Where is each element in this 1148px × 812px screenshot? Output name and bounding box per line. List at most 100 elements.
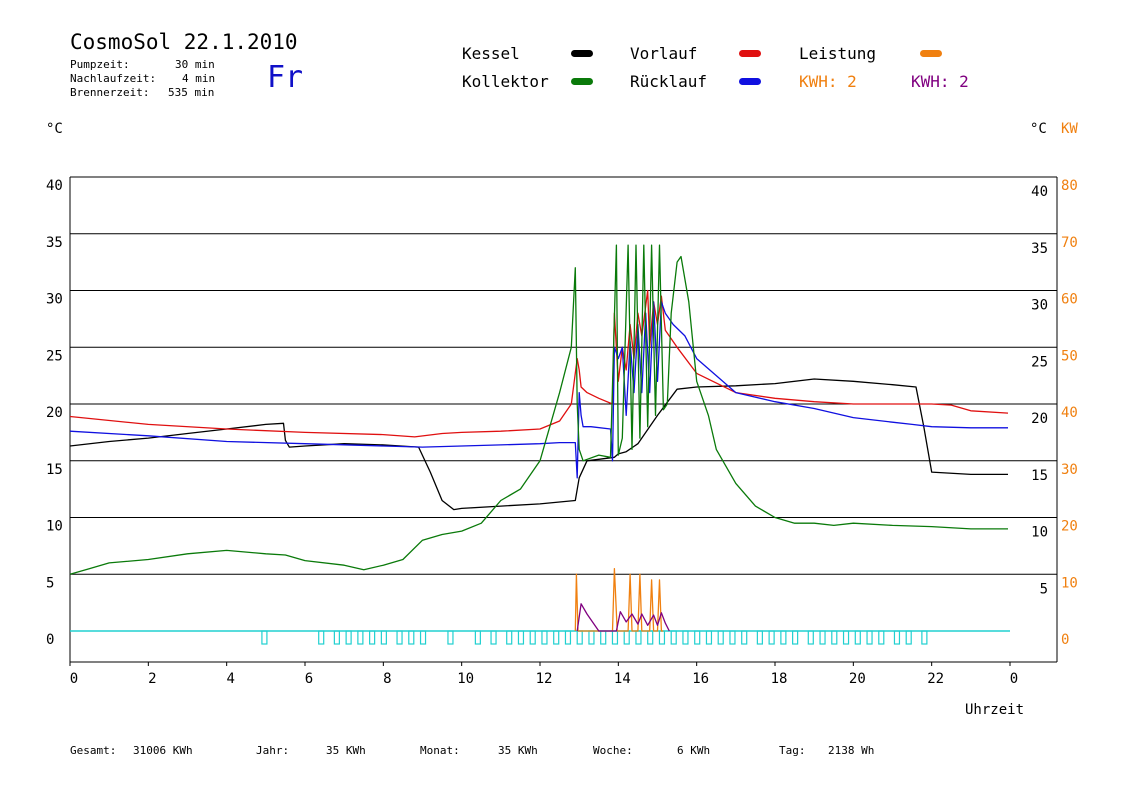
y-tick-label-right: 25 [1031, 354, 1048, 370]
nachlauf-time-value: 4 min [182, 72, 216, 85]
footer-gesamt-label: Gesamt: [70, 744, 117, 757]
series-line-kollektor [69, 244, 1008, 575]
y-tick-label-left: 5 [46, 575, 54, 591]
pump-mark [658, 630, 666, 645]
y-tick-label-left: 15 [46, 462, 63, 478]
legend-kessel-label: Kessel [462, 44, 520, 63]
pump-mark [611, 630, 619, 645]
chart-grid [70, 176, 1057, 575]
left-axis-unit: °C [46, 121, 63, 137]
x-tick-label: 10 [457, 671, 474, 687]
pump-mark [369, 630, 376, 645]
y2-tick-label: 10 [1061, 575, 1078, 591]
legend-kwh-orange: KWH: 2 [799, 72, 857, 91]
legend-kollektor-label: Kollektor [462, 72, 549, 91]
y-tick-label-right: 10 [1031, 525, 1048, 541]
x-tick-label: 0 [1010, 671, 1018, 687]
x-tick-label: 12 [536, 671, 553, 687]
y-tick-label-left: 20 [46, 405, 63, 421]
y-tick-label-right: 20 [1031, 411, 1048, 427]
y-tick-label-left: 25 [46, 348, 63, 364]
series-line-vorlauf [69, 289, 1009, 438]
y-tick-label-left: 0 [46, 632, 54, 648]
legend-ruecklauf-swatch [739, 78, 761, 85]
legend-leistung-swatch [920, 50, 942, 57]
pump-mark [819, 630, 826, 645]
y2-tick-label: 50 [1061, 348, 1078, 364]
legend-kwh-purple: KWH: 2 [911, 72, 969, 91]
pump-marks [70, 630, 1010, 645]
x-tick-label: 22 [927, 671, 944, 687]
right-axis-unit: °C [1030, 121, 1047, 137]
right-axis-unit-kw: KW [1061, 121, 1078, 137]
y2-tick-label: 30 [1061, 462, 1078, 478]
footer-woche-label: Woche: [593, 744, 633, 757]
pump-mark [854, 630, 861, 645]
pump-mark [517, 630, 525, 645]
pump-mark [506, 630, 513, 645]
footer-woche-value: 6 KWh [677, 744, 711, 757]
footer-monat-value: 35 KWh [498, 744, 538, 757]
pump-mark [893, 630, 901, 645]
legend-vorlauf-swatch [739, 50, 761, 57]
chart-axes [69, 177, 1058, 666]
pump-mark [878, 630, 885, 645]
pump-mark [807, 630, 814, 645]
y2-tick-label: 0 [1061, 632, 1069, 648]
pump-mark [357, 630, 364, 645]
x-tick-label: 14 [614, 671, 631, 687]
pump-mark [647, 630, 654, 645]
pump-mark [756, 630, 763, 645]
footer-jahr-value: 35 KWh [326, 744, 366, 757]
pump-mark [682, 630, 689, 645]
series-line-leistung [574, 567, 664, 632]
x-tick-label: 6 [305, 671, 313, 687]
pump-mark [921, 630, 928, 645]
brenner-time-label: Brennerzeit: [70, 86, 150, 99]
footer-monat-label: Monat: [420, 744, 460, 757]
series-line-kwh [576, 603, 670, 632]
y2-tick-label: 40 [1061, 405, 1078, 421]
legend-vorlauf-label: Vorlauf [630, 44, 698, 63]
pump-mark [529, 630, 536, 645]
pump-mark [623, 630, 630, 645]
y-tick-label-left: 30 [46, 292, 63, 308]
legend-leistung-label: Leistung [799, 44, 877, 63]
y-tick-label-right: 5 [1040, 581, 1048, 597]
pump-mark [380, 630, 387, 645]
footer-tag-value: 2138 Wh [828, 744, 875, 757]
pump-mark [768, 630, 775, 645]
chart-series [69, 244, 1009, 632]
pump-mark [474, 630, 481, 645]
weekday-label: Fr [267, 60, 304, 95]
pump-mark [635, 630, 642, 645]
y-tick-label-right: 35 [1031, 241, 1048, 257]
y-tick-label-right: 15 [1031, 468, 1048, 484]
y-tick-label-left: 40 [46, 178, 63, 194]
pump-mark [792, 630, 799, 645]
x-tick-label: 4 [226, 671, 234, 687]
x-tick-label: 2 [148, 671, 156, 687]
footer-gesamt-value: 31006 KWh [133, 744, 193, 757]
footer-tag-label: Tag: [779, 744, 806, 757]
pump-mark [600, 630, 607, 645]
pump-time-value: 30 min [175, 58, 215, 71]
pump-mark [705, 630, 713, 645]
x-tick-label: 20 [849, 671, 866, 687]
nachlauf-time-label: Nachlaufzeit: [70, 72, 157, 85]
pump-mark [408, 630, 415, 645]
pump-mark [670, 630, 677, 645]
pump-time-label: Pumpzeit: [70, 58, 130, 71]
pump-mark [694, 630, 701, 645]
pump-mark [842, 630, 850, 645]
pump-mark [741, 630, 748, 645]
x-axis-title: Uhrzeit [965, 702, 1025, 718]
pump-mark [345, 630, 352, 645]
brenner-time-value: 535 min [168, 86, 215, 99]
pump-mark [729, 630, 736, 645]
y-tick-label-left: 10 [46, 519, 63, 535]
y-tick-label-left: 35 [46, 235, 63, 251]
pump-mark [396, 630, 403, 645]
y-tick-label-right: 30 [1031, 298, 1048, 314]
